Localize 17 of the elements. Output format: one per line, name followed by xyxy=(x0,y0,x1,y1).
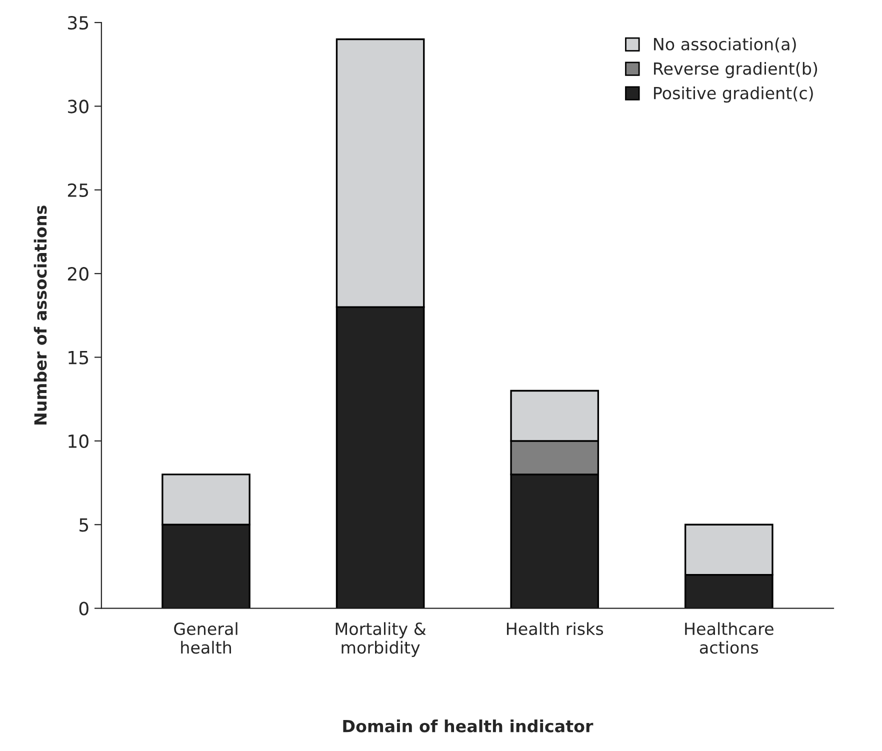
y-tick-label: 5 xyxy=(80,518,88,532)
x-axis-title: Domain of health indicator xyxy=(343,719,594,732)
legend-label: Positive gradient(c) xyxy=(654,86,813,103)
x-tick-label: Health risks xyxy=(506,622,604,636)
y-tick-label: 35 xyxy=(68,16,88,30)
legend-label: Reverse gradient(b) xyxy=(654,62,818,78)
y-axis-title: Number of associations xyxy=(34,206,47,425)
x-tick-label: General health xyxy=(174,622,238,654)
y-tick-label: 30 xyxy=(68,100,88,114)
x-tick-label: Healthcare actions xyxy=(685,622,774,654)
y-tick-label: 20 xyxy=(68,267,88,281)
y-tick-label: 0 xyxy=(79,602,88,616)
y-tick-label: 15 xyxy=(68,350,88,364)
legend-label: No association(a) xyxy=(654,38,796,52)
y-tick-label: 10 xyxy=(68,434,88,448)
y-tick-label: 25 xyxy=(68,183,88,198)
x-tick-label: Mortality & morbidity xyxy=(336,622,426,657)
